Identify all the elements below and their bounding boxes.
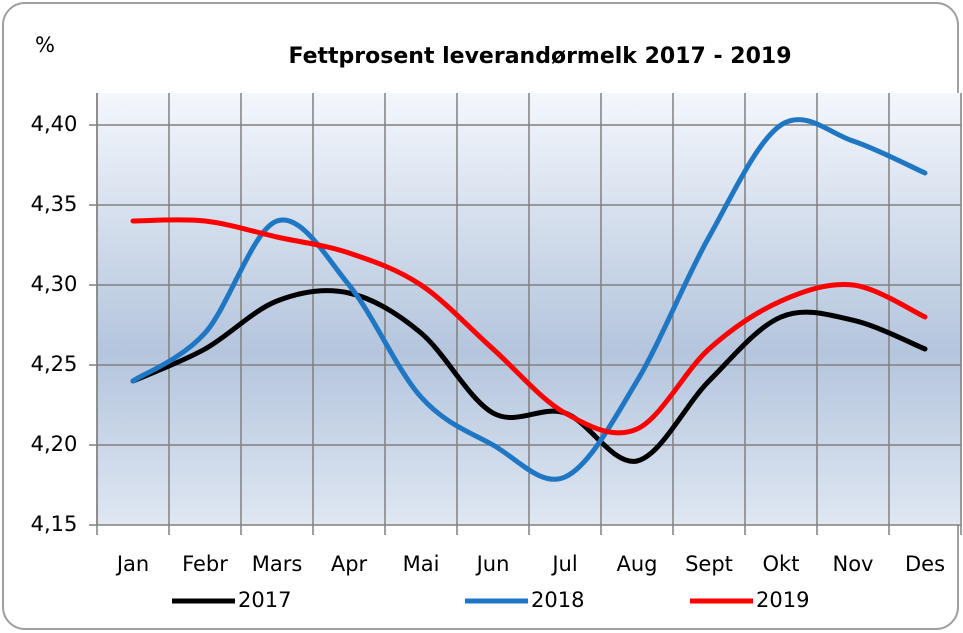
x-tick-label: Jul — [550, 552, 577, 576]
x-tick-label: Mai — [403, 552, 440, 576]
series-line — [130, 217, 928, 436]
x-tick-label: Nov — [833, 552, 874, 576]
x-tick-label: Sept — [685, 552, 733, 576]
x-tick-label: Jan — [115, 552, 149, 576]
x-tick-label: Des — [905, 552, 945, 576]
x-tick-label: Mars — [252, 552, 303, 576]
legend-label: 2017 — [238, 588, 291, 612]
y-tick-label: 4,35 — [31, 192, 78, 216]
y-tick-label: 4,25 — [31, 352, 78, 376]
x-tick-label: Okt — [763, 552, 800, 576]
series-line — [130, 288, 928, 464]
legend-label: 2019 — [756, 588, 809, 612]
y-axis-label: % — [35, 33, 55, 57]
chart-title: Fettprosent leverandørmelk 2017 - 2019 — [288, 44, 791, 69]
x-tick-label: Aug — [616, 552, 657, 576]
x-tick-label: Febr — [182, 552, 228, 576]
y-tick-label: 4,20 — [31, 432, 78, 456]
y-tick-label: 4,30 — [31, 272, 78, 296]
y-tick-label: 4,40 — [31, 112, 78, 136]
x-tick-label: Jun — [475, 552, 510, 576]
x-tick-label: Apr — [331, 552, 368, 576]
y-tick-label: 4,15 — [31, 512, 78, 536]
series-line — [130, 117, 928, 482]
legend-label: 2018 — [531, 588, 584, 612]
